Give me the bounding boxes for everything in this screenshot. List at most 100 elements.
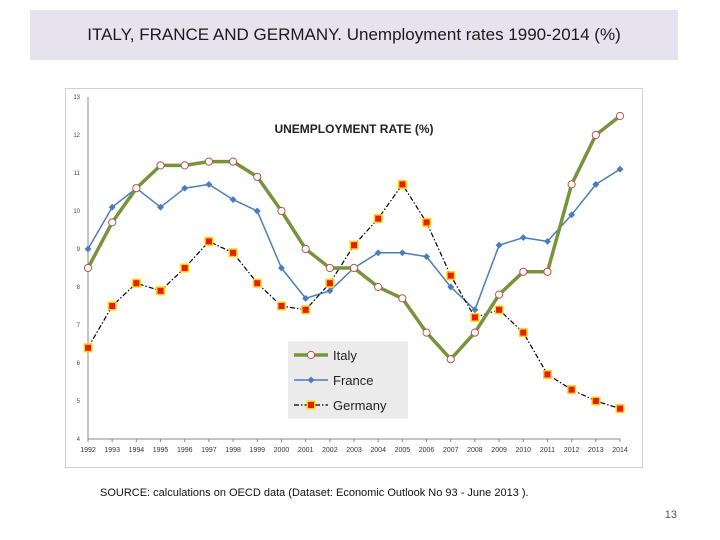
y-tick-label: 10 <box>73 209 80 215</box>
slide-title: ITALY, FRANCE AND GERMANY. Unemployment … <box>87 25 621 44</box>
x-tick-label: 2013 <box>588 447 604 454</box>
data-point-italy <box>325 263 334 273</box>
x-tick-label: 2005 <box>395 447 411 454</box>
x-tick-label: 2001 <box>298 447 314 454</box>
x-tick-label: 2004 <box>370 447 386 454</box>
data-point-italy <box>398 294 407 303</box>
data-point-italy <box>253 172 262 181</box>
data-point-italy <box>156 161 165 170</box>
legend: Italy France Germany <box>288 341 408 419</box>
data-point-italy <box>374 282 383 292</box>
x-tick-label: 1992 <box>80 447 96 454</box>
legend-label-france: France <box>333 373 373 388</box>
source-note: SOURCE: calculations on OECD data (Datas… <box>100 487 529 499</box>
data-point-france <box>229 196 237 204</box>
data-point-germany <box>278 303 285 309</box>
y-tick-label: 11 <box>74 171 81 177</box>
data-point-france <box>398 249 406 257</box>
data-point-germany <box>351 242 357 249</box>
x-tick-label: 2014 <box>612 447 628 454</box>
slide-title-bar: ITALY, FRANCE AND GERMANY. Unemployment … <box>30 10 678 60</box>
y-tick-label: 8 <box>77 285 81 291</box>
data-point-italy <box>277 206 286 216</box>
data-point-italy <box>591 130 600 140</box>
data-point-germany <box>109 303 116 309</box>
data-point-france <box>84 245 92 253</box>
series-line-italy <box>86 114 622 361</box>
x-tick-label: 2007 <box>443 447 459 454</box>
series-layer <box>83 111 625 414</box>
data-point-france <box>156 203 165 211</box>
data-point-germany <box>592 398 599 404</box>
data-point-germany <box>375 215 382 222</box>
data-point-germany <box>157 287 164 294</box>
data-point-italy <box>132 184 141 193</box>
data-point-germany <box>85 344 91 351</box>
y-tick-label: 4 <box>77 437 81 443</box>
data-point-france <box>447 283 455 291</box>
x-tick-label: 1995 <box>153 447 169 454</box>
data-point-france <box>205 180 213 188</box>
data-point-france <box>519 234 527 242</box>
data-point-germany <box>230 249 237 256</box>
data-point-italy <box>615 111 625 121</box>
chart-title: UNEMPLOYMENT RATE (%) <box>274 122 433 136</box>
x-tick-label: 2000 <box>274 447 290 454</box>
data-point-italy <box>228 157 238 166</box>
legend-marker-france <box>307 376 315 384</box>
data-point-italy <box>543 267 552 276</box>
data-point-france <box>326 287 334 295</box>
series-line-france <box>87 168 621 311</box>
y-tick-label: 5 <box>77 399 81 405</box>
data-point-germany <box>133 280 140 287</box>
data-point-france <box>302 294 310 302</box>
data-point-germany <box>326 280 333 287</box>
data-point-france <box>422 253 431 261</box>
data-point-italy <box>108 218 117 227</box>
y-tick-label: 6 <box>77 361 81 367</box>
data-point-germany <box>568 386 575 393</box>
x-tick-label: 2010 <box>515 447 531 454</box>
x-tick-label: 2011 <box>540 447 555 454</box>
chart-frame: UNEMPLOYMENT RATE (%) 4 5 6 7 8 9 10 11 12 13 1992… <box>65 88 643 468</box>
data-point-germany <box>205 238 212 245</box>
x-tick-label: 1994 <box>129 447 145 454</box>
data-point-france <box>568 211 576 219</box>
data-point-france <box>543 237 552 245</box>
y-tick-label: 9 <box>77 247 81 253</box>
x-tick-label: 1998 <box>225 447 241 454</box>
data-point-germany <box>496 306 503 313</box>
legend-label-italy: Italy <box>333 348 357 363</box>
x-tick-label: 2006 <box>419 447 435 454</box>
data-point-france <box>495 241 503 249</box>
x-tick-label: 2009 <box>491 447 507 454</box>
data-point-germany <box>423 219 430 226</box>
y-tick-label: 12 <box>73 133 80 139</box>
data-point-france <box>374 249 382 257</box>
x-tick-label: 2008 <box>467 447 483 454</box>
data-point-france <box>592 180 600 188</box>
data-point-italy <box>519 267 528 276</box>
unemployment-line-chart: UNEMPLOYMENT RATE (%) 4 5 6 7 8 9 10 11 12 13 1992… <box>73 95 628 454</box>
legend-label-germany: Germany <box>333 398 387 413</box>
data-point-germany <box>399 181 406 188</box>
x-tick-label: 1997 <box>201 447 217 454</box>
data-point-germany <box>520 329 527 336</box>
y-tick-label: 7 <box>77 323 81 329</box>
data-point-france <box>181 184 189 192</box>
x-tick-label: 1996 <box>177 447 193 454</box>
data-point-germany <box>447 272 454 279</box>
x-tick-label: 1993 <box>104 447 120 454</box>
data-point-italy <box>204 157 214 166</box>
data-point-france <box>616 165 624 173</box>
data-point-italy <box>494 290 504 299</box>
legend-marker-italy <box>306 350 316 360</box>
data-point-germany <box>617 405 623 412</box>
page-number: 13 <box>664 509 677 521</box>
data-point-italy <box>470 328 480 337</box>
legend-marker-germany <box>308 402 314 408</box>
data-point-italy <box>349 263 359 273</box>
data-point-italy <box>83 263 93 273</box>
x-tick-label: 2002 <box>322 447 338 454</box>
data-point-germany <box>471 314 478 321</box>
